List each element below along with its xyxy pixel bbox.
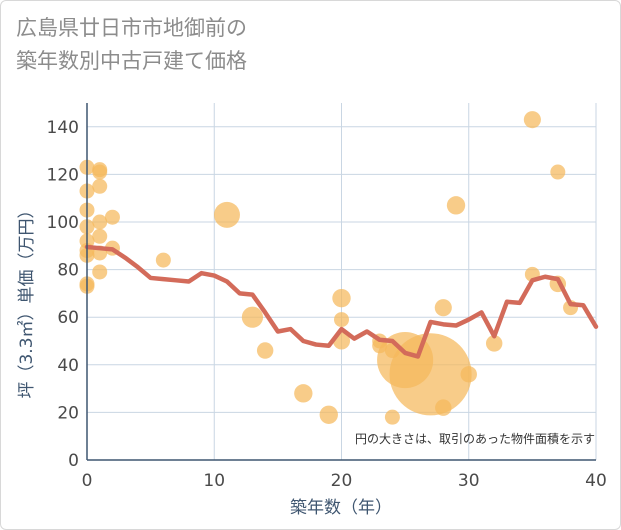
bubble-point bbox=[334, 312, 349, 328]
bubble-point bbox=[92, 228, 108, 244]
bubble-point bbox=[332, 288, 351, 308]
x-tick-label-1: 10 bbox=[203, 471, 225, 491]
bubbles bbox=[79, 111, 579, 425]
bubble-point bbox=[104, 209, 120, 225]
y-tick-label-7: 140 bbox=[47, 118, 79, 138]
y-tick-label-2: 40 bbox=[57, 356, 79, 376]
bubble-point bbox=[460, 366, 477, 383]
y-tick-label-1: 20 bbox=[57, 403, 79, 423]
y-tick-label-0: 0 bbox=[68, 451, 79, 471]
bubble-point bbox=[92, 178, 108, 194]
size-note: 円の大きさは、取引のあった物件面積を示す bbox=[355, 431, 595, 446]
bubble-point bbox=[256, 342, 274, 359]
bubble-point bbox=[550, 164, 566, 180]
bubble-point bbox=[155, 252, 171, 268]
x-tick-label-4: 40 bbox=[585, 471, 607, 491]
trend-line bbox=[84, 244, 599, 359]
chart-title-line-2: 築年数別中古戸建て価格 bbox=[16, 49, 247, 73]
bubble-point bbox=[241, 306, 264, 328]
y-tick-label-4: 80 bbox=[57, 261, 79, 281]
y-axis-label: 坪（3.3㎡）単価（万円） bbox=[17, 201, 37, 398]
bubble-point bbox=[446, 196, 466, 215]
bubble-point bbox=[92, 214, 108, 230]
bubble-point bbox=[92, 264, 108, 280]
bubble-point bbox=[434, 299, 452, 317]
bubble-point bbox=[294, 384, 313, 403]
tick-labels: 0 10 20 30 40 0 20 40 60 80 100 120 140 bbox=[47, 118, 607, 491]
trend-line-group bbox=[84, 244, 599, 359]
axes bbox=[86, 103, 596, 461]
x-tick-label-0: 0 bbox=[82, 471, 93, 491]
bubble-point bbox=[92, 164, 108, 180]
x-tick-label-2: 20 bbox=[331, 471, 353, 491]
bubble-point bbox=[384, 409, 400, 425]
bubble-point bbox=[213, 201, 240, 228]
x-axis-label: 築年数（年） bbox=[290, 498, 392, 518]
bubble-point bbox=[523, 111, 541, 129]
y-tick-label-6: 120 bbox=[47, 165, 79, 185]
x-tick-label-3: 30 bbox=[458, 471, 480, 491]
y-tick-label-3: 60 bbox=[57, 308, 79, 328]
grid bbox=[87, 103, 597, 460]
y-tick-label-5: 100 bbox=[47, 213, 79, 233]
bubble-point bbox=[435, 399, 452, 416]
chart-title: 広島県廿日市市地御前の 築年数別中古戸建て価格 bbox=[16, 12, 416, 78]
bubble-point bbox=[319, 405, 338, 424]
chart-title-line-1: 広島県廿日市市地御前の bbox=[16, 16, 247, 40]
bubble-point bbox=[485, 335, 503, 352]
